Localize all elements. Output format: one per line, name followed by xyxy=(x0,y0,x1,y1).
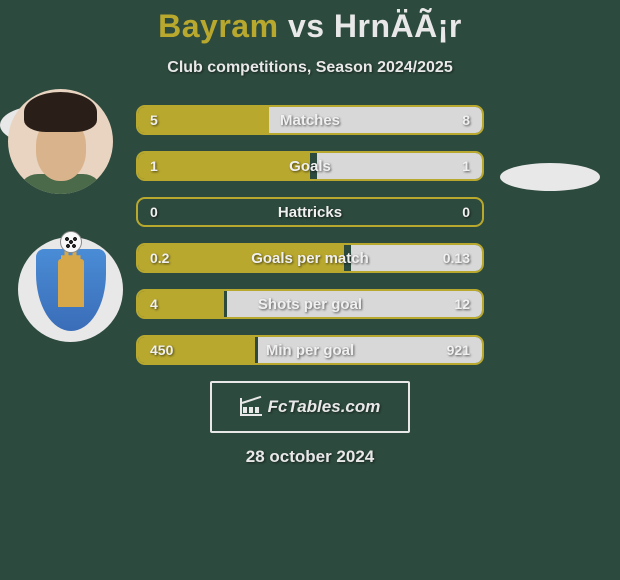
stat-value-right: 1 xyxy=(462,153,470,179)
stats-rows: 58Matches11Goals00Hattricks0.20.13Goals … xyxy=(0,105,620,365)
stat-value-left: 450 xyxy=(150,337,173,363)
stat-value-left: 5 xyxy=(150,107,158,133)
stat-label: Hattricks xyxy=(138,199,482,225)
stat-value-right: 12 xyxy=(454,291,470,317)
stat-row: 58Matches xyxy=(136,105,484,135)
page-title: Bayram vs HrnÄÃ¡r xyxy=(0,8,620,45)
stat-fill-left xyxy=(138,153,310,179)
stat-value-left: 0.2 xyxy=(150,245,169,271)
stat-value-left: 1 xyxy=(150,153,158,179)
stat-row: 0.20.13Goals per match xyxy=(136,243,484,273)
subtitle: Club competitions, Season 2024/2025 xyxy=(0,59,620,77)
stat-fill-right xyxy=(227,291,482,317)
stat-row: 0 0Hattricks xyxy=(136,197,484,227)
player1-name: Bayram xyxy=(158,8,278,44)
player2-name: HrnÄÃ¡r xyxy=(334,8,462,44)
stat-fill-right xyxy=(317,153,482,179)
stat-value-right: 0 xyxy=(462,199,470,225)
stat-row: 450921Min per goal xyxy=(136,335,484,365)
date-label: 28 october 2024 xyxy=(0,447,620,467)
fctables-logo[interactable]: FcTables.com xyxy=(210,381,410,433)
stat-row: 11Goals xyxy=(136,151,484,181)
stat-value-right: 921 xyxy=(447,337,470,363)
stat-value-left: 0 xyxy=(150,199,158,225)
logo-text: FcTables.com xyxy=(268,397,381,417)
stat-value-right: 0.13 xyxy=(443,245,470,271)
stat-value-right: 8 xyxy=(462,107,470,133)
stat-fill-right xyxy=(269,107,482,133)
chart-icon xyxy=(240,398,262,416)
stat-row: 412Shots per goal xyxy=(136,289,484,319)
stat-value-left: 4 xyxy=(150,291,158,317)
comparison-card: Bayram vs HrnÄÃ¡r Club competitions, Sea… xyxy=(0,0,620,467)
vs-separator: vs xyxy=(288,8,325,44)
